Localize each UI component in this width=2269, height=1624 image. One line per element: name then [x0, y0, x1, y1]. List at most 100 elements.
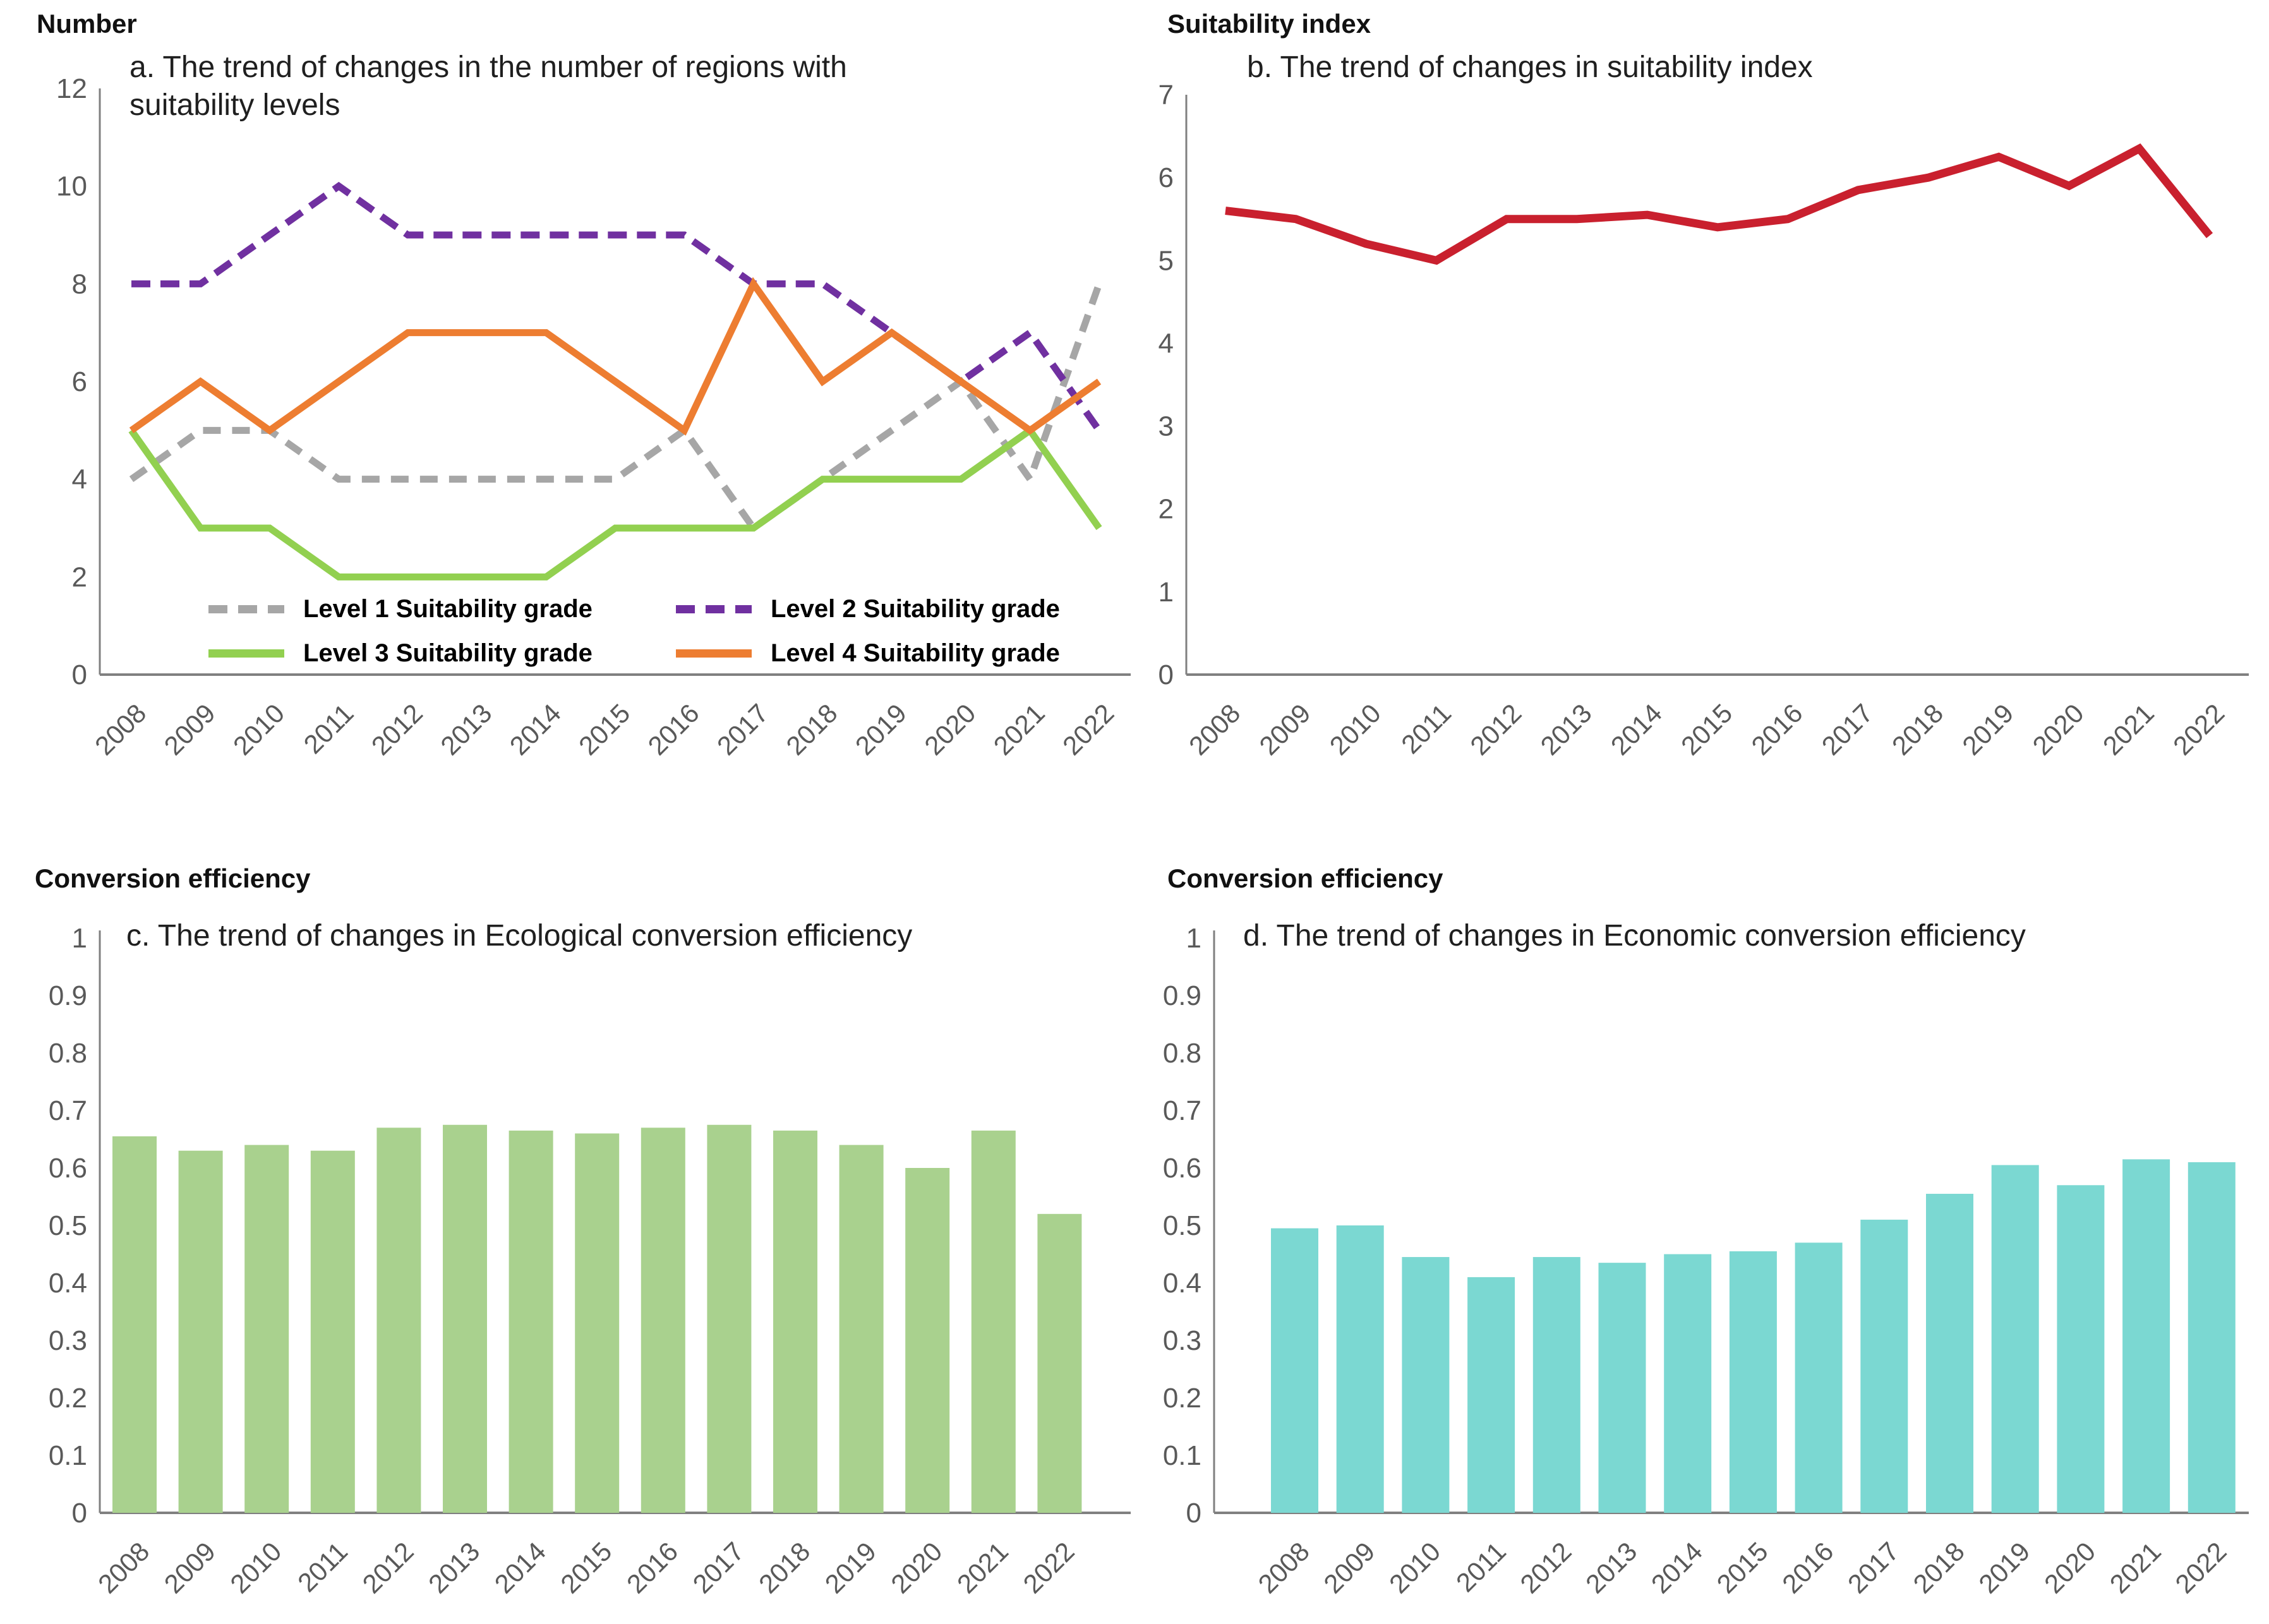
y-tick-label: 0.1 — [1163, 1440, 1201, 1471]
x-tick-label: 2013 — [1534, 698, 1597, 761]
x-tick-label: 2019 — [819, 1536, 882, 1599]
y-tick-label: 0.5 — [49, 1210, 87, 1241]
panel-a-y-axis-unit-label: Number — [37, 9, 137, 39]
x-tick-label: 2010 — [224, 1536, 287, 1599]
bar-2020 — [905, 1168, 950, 1513]
panel-title: b. The trend of changes in suitability i… — [1247, 51, 1813, 84]
bar-2011 — [310, 1150, 355, 1513]
x-tick-label: 2012 — [1514, 1536, 1577, 1599]
y-tick-label: 4 — [72, 464, 87, 495]
bar-2015 — [575, 1133, 620, 1513]
x-tick-label: 2011 — [1450, 1536, 1512, 1597]
bar-2018 — [1926, 1193, 1973, 1513]
panel-d-y-axis-unit-label: Conversion efficiency — [1167, 863, 1443, 893]
legend-label-level-3: Level 3 Suitability grade — [303, 639, 593, 667]
y-tick-label: 0.3 — [49, 1325, 87, 1356]
bar-2016 — [1795, 1242, 1843, 1513]
y-tick-label: 2 — [1159, 494, 1174, 525]
y-tick-label: 6 — [1159, 162, 1174, 193]
x-tick-label: 2014 — [1605, 698, 1668, 761]
bar-2008 — [112, 1136, 157, 1513]
x-tick-label: 2014 — [504, 698, 567, 761]
y-tick-label: 1 — [72, 923, 87, 954]
bar-2011 — [1467, 1277, 1515, 1513]
x-tick-label: 2011 — [1395, 698, 1457, 759]
level-3-solid-line-swatch — [208, 649, 284, 658]
x-tick-label: 2019 — [850, 698, 912, 761]
x-tick-label: 2022 — [2169, 1536, 2232, 1599]
x-tick-label: 2014 — [489, 1536, 551, 1599]
y-tick-label: 6 — [72, 366, 87, 397]
series-line-level-2-suitability-grade — [131, 181, 1102, 433]
x-tick-label: 2009 — [159, 1536, 221, 1599]
x-tick-label: 2017 — [687, 1536, 749, 1599]
x-tick-label: 2011 — [292, 1536, 353, 1597]
level-4-solid-line-swatch — [676, 649, 752, 658]
legend-item-level-4: Level 4 Suitability grade — [676, 635, 1137, 671]
x-tick-label: 2020 — [918, 698, 981, 761]
bar-2015 — [1729, 1251, 1777, 1513]
legend-label-level-2: Level 2 Suitability grade — [771, 594, 1060, 623]
bar-2010 — [244, 1145, 289, 1513]
panel-c-ecological-efficiency-bar-chart: Conversion efficiency 0 0.1 0.2 0.3 0.4 0.5 0.… — [0, 812, 1134, 1624]
bar-2017 — [707, 1124, 752, 1513]
x-tick-label: 2018 — [780, 698, 843, 761]
bar-2021 — [971, 1130, 1016, 1513]
x-tick-label: 2013 — [435, 698, 497, 761]
bar-2019 — [839, 1145, 884, 1513]
bar-2014 — [509, 1130, 553, 1513]
bar-2016 — [641, 1128, 685, 1513]
x-tick-label: 2021 — [2097, 698, 2160, 761]
panel-b-suitability-index-line-chart: Suitability index 0 1 2 3 4 5 6 7 2008 2009 2010 20… — [1134, 0, 2269, 812]
x-tick-label: 2008 — [1183, 698, 1246, 761]
y-tick-label: 0 — [1186, 1498, 1201, 1529]
x-tick-label: 2016 — [1776, 1536, 1839, 1599]
x-tick-label: 2009 — [1318, 1536, 1380, 1599]
bar-2009 — [1336, 1225, 1384, 1513]
x-tick-label: 2012 — [356, 1536, 419, 1599]
series-line-suitability-index — [1225, 143, 2213, 265]
x-tick-label: 2015 — [573, 698, 635, 761]
x-tick-label: 2015 — [1711, 1536, 1773, 1599]
panel-b-y-axis-unit-label: Suitability index — [1167, 9, 1371, 39]
legend-item-level-1: Level 1 Suitability grade — [208, 591, 676, 627]
bar-2020 — [2057, 1185, 2105, 1513]
series-line-level-3-suitability-grade — [128, 425, 1102, 580]
series-line-level-4-suitability-grade — [129, 277, 1102, 436]
y-tick-label: 0.8 — [1163, 1038, 1201, 1069]
bar-2008 — [1271, 1228, 1318, 1513]
y-tick-label: 1 — [1186, 923, 1201, 954]
y-tick-label: 0.9 — [49, 980, 87, 1011]
y-tick-label: 0.6 — [1163, 1153, 1201, 1184]
x-tick-label: 2017 — [1816, 698, 1879, 761]
y-tick-label: 0.3 — [1163, 1325, 1201, 1356]
bar-2012 — [1532, 1257, 1580, 1513]
y-tick-label: 0 — [72, 659, 87, 690]
panel-title: suitability levels — [129, 88, 340, 122]
y-tick-label: 1 — [1159, 577, 1174, 608]
panel-a-region-count-line-chart: Number 0 2 4 6 8 10 12 2008 2009 2010 2011 2012 2013… — [0, 0, 1134, 812]
panel-title: d. The trend of changes in Economic conv… — [1243, 919, 2026, 953]
x-tick-label: 2010 — [1383, 1536, 1446, 1599]
y-tick-label: 4 — [1159, 328, 1174, 359]
bar-2019 — [1991, 1165, 2039, 1513]
x-tick-label: 2016 — [621, 1536, 683, 1599]
y-tick-label: 0.8 — [49, 1038, 87, 1069]
series-line-level-1-suitability-grade — [129, 282, 1103, 533]
x-tick-label: 2022 — [1057, 698, 1119, 761]
panel-b-chart-canvas: 0 1 2 3 4 5 6 7 2008 2009 2010 2011 2012 2013 2014 2015… — [1159, 51, 2249, 761]
panel-a-legend: Level 1 Suitability grade Level 2 Suitab… — [208, 591, 1137, 671]
bar-2021 — [2122, 1159, 2170, 1513]
legend-label-level-1: Level 1 Suitability grade — [303, 594, 593, 623]
y-tick-label: 0 — [72, 1498, 87, 1529]
x-tick-label: 2022 — [1017, 1536, 1080, 1599]
legend-item-level-3: Level 3 Suitability grade — [208, 635, 676, 671]
y-tick-label: 12 — [56, 73, 87, 104]
x-tick-label: 2021 — [951, 1536, 1014, 1599]
x-tick-label: 2019 — [1973, 1536, 2035, 1599]
y-tick-label: 0 — [1159, 659, 1174, 690]
x-tick-label: 2021 — [2104, 1536, 2167, 1599]
bar-2018 — [773, 1130, 817, 1513]
x-tick-label: 2009 — [158, 698, 220, 761]
